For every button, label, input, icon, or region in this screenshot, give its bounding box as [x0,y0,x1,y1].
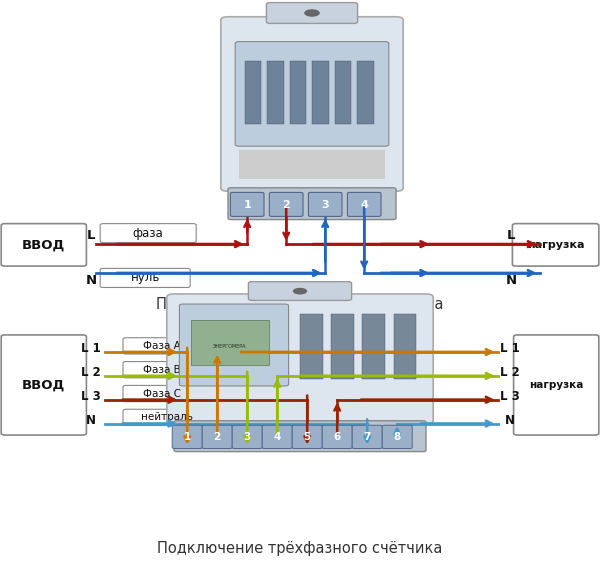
FancyBboxPatch shape [179,304,289,386]
FancyBboxPatch shape [347,192,381,217]
Text: L 3: L 3 [500,390,520,403]
FancyBboxPatch shape [322,425,352,449]
Text: L 1: L 1 [82,342,101,355]
FancyBboxPatch shape [232,425,262,449]
Circle shape [293,288,307,295]
FancyBboxPatch shape [172,425,202,449]
Text: 3: 3 [244,432,251,442]
FancyBboxPatch shape [266,3,358,24]
FancyBboxPatch shape [512,224,599,266]
Bar [362,314,385,379]
Text: 8: 8 [394,432,401,442]
Text: L: L [507,229,515,242]
Text: L 1: L 1 [500,342,520,355]
FancyBboxPatch shape [123,361,201,378]
FancyBboxPatch shape [202,425,232,449]
FancyBboxPatch shape [221,17,403,191]
Bar [331,314,354,379]
FancyBboxPatch shape [352,425,382,449]
FancyBboxPatch shape [269,192,303,217]
FancyBboxPatch shape [167,294,433,424]
Circle shape [304,9,320,17]
Bar [239,150,385,179]
Text: 7: 7 [364,432,371,442]
FancyBboxPatch shape [1,335,86,435]
Text: 1: 1 [244,200,251,210]
FancyBboxPatch shape [308,192,342,217]
Text: Фаза С: Фаза С [143,389,181,398]
Text: L 2: L 2 [500,366,520,379]
Text: нагрузка: нагрузка [527,240,584,250]
Bar [290,61,306,124]
FancyBboxPatch shape [100,224,196,243]
FancyBboxPatch shape [174,421,426,452]
Text: Фаза В: Фаза В [143,365,181,375]
Text: Фаза А: Фаза А [143,341,181,351]
Text: 3: 3 [322,200,329,210]
Text: 2: 2 [214,432,221,442]
FancyBboxPatch shape [123,385,201,402]
Bar [394,314,416,379]
Text: нагрузка: нагрузка [529,380,583,390]
Text: 6: 6 [334,432,341,442]
Text: L: L [87,229,95,242]
Text: нуль: нуль [131,272,160,284]
FancyBboxPatch shape [100,268,190,287]
FancyBboxPatch shape [248,282,352,301]
Bar [335,61,351,124]
Bar [191,320,269,365]
Bar [268,61,284,124]
FancyBboxPatch shape [1,224,86,266]
Text: 2: 2 [283,200,290,210]
Text: 1: 1 [184,432,191,442]
Text: N: N [86,413,96,427]
FancyBboxPatch shape [292,425,322,449]
FancyBboxPatch shape [262,425,292,449]
Text: N: N [505,413,515,427]
Bar [300,314,323,379]
FancyBboxPatch shape [382,425,412,449]
Text: 4: 4 [274,432,281,442]
Text: 4: 4 [360,200,368,210]
Text: N: N [506,274,517,287]
FancyBboxPatch shape [514,335,599,435]
Text: ВВОД: ВВОД [22,379,65,392]
Text: Подключение трёхфазного счётчика: Подключение трёхфазного счётчика [157,541,443,556]
Text: L 3: L 3 [82,390,101,403]
Text: L 2: L 2 [82,366,101,379]
FancyBboxPatch shape [123,409,210,425]
Text: N: N [86,274,97,287]
FancyBboxPatch shape [123,338,201,354]
Text: нейтраль: нейтраль [140,412,193,422]
Text: ВВОД: ВВОД [22,238,65,251]
Text: 5: 5 [304,432,311,442]
FancyBboxPatch shape [228,188,396,219]
FancyBboxPatch shape [230,192,264,217]
Text: ЭНЕРГОМЕРА: ЭНЕРГОМЕРА [213,344,247,349]
Text: Подключение однофазного счётчика: Подключение однофазного счётчика [156,297,444,312]
Bar [313,61,329,124]
Text: фаза: фаза [133,227,164,240]
FancyBboxPatch shape [235,42,389,146]
Bar [245,61,261,124]
Bar [358,61,373,124]
